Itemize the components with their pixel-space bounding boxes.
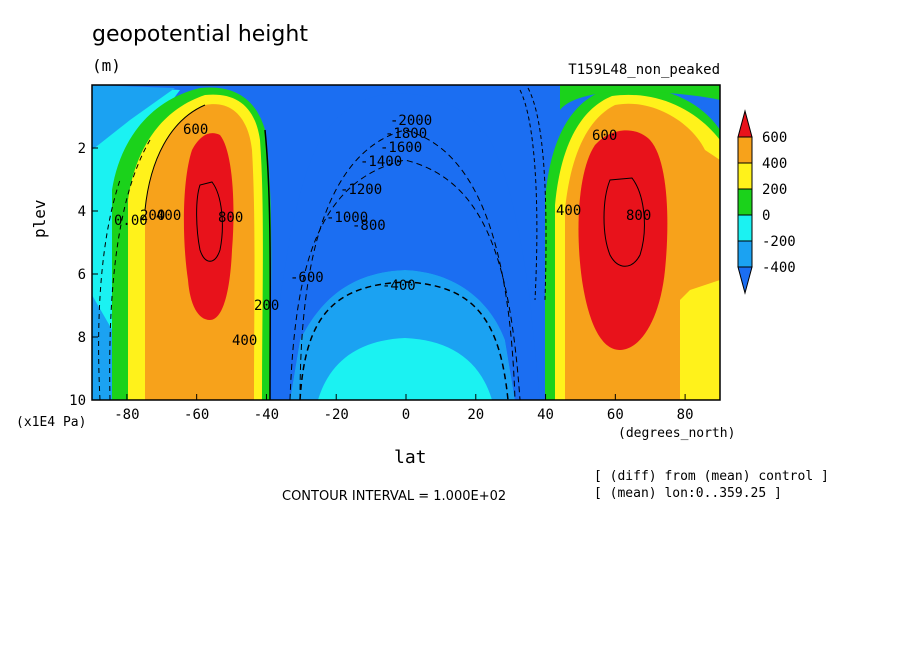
contour-lines [98, 87, 645, 400]
contour-label: -1400 [360, 154, 402, 170]
contour-label: -1200 [340, 182, 382, 198]
contour-label: 0.00 [114, 213, 148, 229]
y-tick-label: 8 [78, 330, 86, 346]
y-tick-label: 2 [78, 141, 86, 157]
contour-label: 200 [254, 298, 279, 314]
x-tick-label: -60 [184, 407, 209, 423]
contour-label: 400 [556, 203, 581, 219]
y-tick-label: 4 [78, 204, 86, 220]
colorbar-label: 0 [762, 208, 770, 224]
y-tick-label: 6 [78, 267, 86, 283]
x-axis: -80 -60 -40 -20 0 20 40 60 80 [114, 394, 694, 423]
x-tick-label: 60 [607, 407, 624, 423]
contour-label: -600 [290, 270, 324, 286]
chart-title: geopotential height [92, 22, 308, 47]
run-label: T159L48_non_peaked [568, 62, 720, 78]
colorbar-label: 600 [762, 130, 787, 146]
y-axis-units: (x1E4 Pa) [16, 415, 87, 430]
contour-label: -1600 [380, 140, 422, 156]
contour-fill [92, 85, 720, 400]
note-diff: [ (diff) from (mean) control ] [594, 469, 829, 484]
contour-label: -2000 [390, 113, 432, 129]
y-tick-label: 10 [69, 393, 86, 409]
contour-label: 400 [232, 333, 257, 349]
colorbar-segment [737, 162, 753, 190]
x-tick-label: 80 [677, 407, 694, 423]
contour-interval: CONTOUR INTERVAL = 1.000E+02 [282, 489, 507, 504]
contour-label: -1000 [326, 210, 368, 226]
x-axis-units: (degrees_north) [618, 426, 736, 441]
contour-labels: -2000 -1800 -1600 -1400 -1200 -1000 -800… [114, 113, 651, 349]
colorbar-label: 200 [762, 182, 787, 198]
colorbar-segment [737, 109, 753, 138]
colorbar-segment [737, 266, 753, 295]
colorbar: 600 400 200 0 -200 -400 [737, 109, 796, 295]
contour-label: -400 [382, 278, 416, 294]
contour-label: 600 [183, 122, 208, 138]
y-axis: 2 4 6 8 10 [69, 141, 98, 409]
x-axis-label: lat [394, 447, 427, 468]
note-mean: [ (mean) lon:0..359.25 ] [594, 486, 782, 501]
contour-label: 400 [156, 208, 181, 224]
contour-label: 200 [140, 208, 165, 224]
x-tick-label: 0 [402, 407, 410, 423]
x-tick-label: 40 [537, 407, 554, 423]
contour-label: 800 [626, 208, 651, 224]
contour-label: 800 [218, 210, 243, 226]
contour-label: -800 [352, 218, 386, 234]
colorbar-segment [737, 136, 753, 164]
colorbar-segment [737, 240, 753, 268]
chart-units: (m) [92, 56, 121, 75]
colorbar-label: 400 [762, 156, 787, 172]
contour-label: -1800 [385, 126, 427, 142]
x-tick-label: -80 [114, 407, 139, 423]
x-tick-label: -40 [254, 407, 279, 423]
colorbar-label: -400 [762, 260, 796, 276]
x-tick-label: -20 [324, 407, 349, 423]
contour-label: 600 [592, 128, 617, 144]
x-tick-label: 20 [467, 407, 484, 423]
colorbar-segment [737, 188, 753, 216]
colorbar-segment [737, 214, 753, 242]
colorbar-label: -200 [762, 234, 796, 250]
